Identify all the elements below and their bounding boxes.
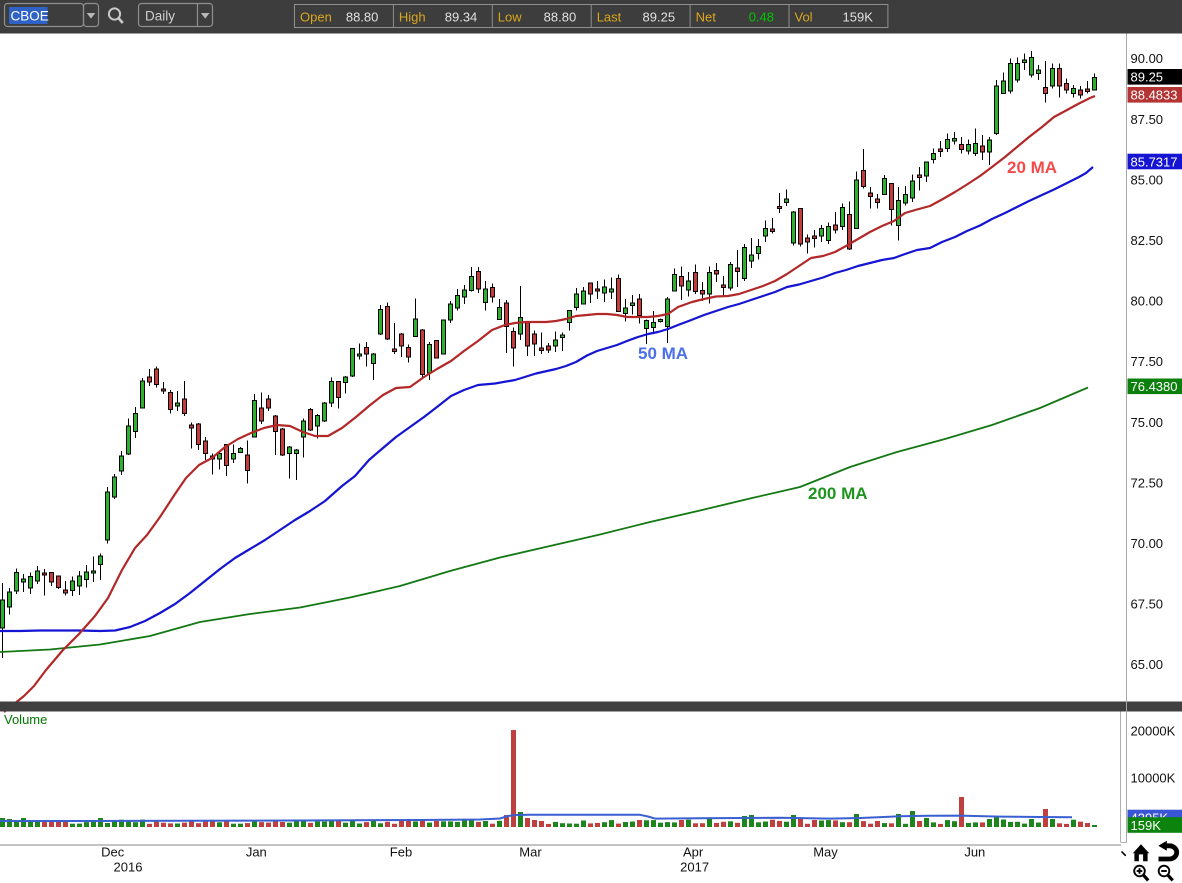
svg-text:89.34: 89.34 — [445, 10, 478, 25]
svg-text:Apr: Apr — [683, 845, 704, 860]
svg-text:65.00: 65.00 — [1131, 657, 1164, 672]
svg-text:Vol: Vol — [795, 10, 813, 25]
svg-text:High: High — [399, 10, 426, 25]
svg-text:89.25: 89.25 — [1131, 70, 1164, 85]
svg-text:20000K: 20000K — [1131, 723, 1176, 738]
svg-text:2016: 2016 — [114, 859, 143, 874]
svg-text:70.00: 70.00 — [1131, 536, 1164, 551]
svg-text:90.00: 90.00 — [1131, 51, 1164, 66]
svg-text:88.80: 88.80 — [544, 10, 577, 25]
svg-text:80.00: 80.00 — [1131, 294, 1164, 309]
svg-text:Net: Net — [696, 10, 717, 25]
svg-text:85.00: 85.00 — [1131, 172, 1164, 187]
svg-text:Open: Open — [300, 10, 332, 25]
svg-text:Volume: Volume — [4, 712, 47, 727]
svg-text:Feb: Feb — [390, 845, 412, 860]
svg-text:10000K: 10000K — [1131, 771, 1176, 786]
svg-text:159K: 159K — [1131, 818, 1162, 833]
svg-text:159K: 159K — [843, 10, 874, 25]
svg-text:May: May — [813, 845, 838, 860]
svg-text:20 MA: 20 MA — [1007, 158, 1057, 177]
svg-text:67.50: 67.50 — [1131, 597, 1164, 612]
svg-text:87.50: 87.50 — [1131, 112, 1164, 127]
svg-text:75.00: 75.00 — [1131, 415, 1164, 430]
svg-text:Dec: Dec — [101, 845, 125, 860]
svg-text:82.50: 82.50 — [1131, 233, 1164, 248]
svg-text:85.7317: 85.7317 — [1131, 154, 1178, 169]
svg-text:Low: Low — [498, 10, 522, 25]
svg-text:Jun: Jun — [964, 845, 985, 860]
svg-text:88.80: 88.80 — [346, 10, 379, 25]
svg-text:50 MA: 50 MA — [638, 344, 688, 363]
svg-text:Daily: Daily — [145, 9, 175, 24]
svg-text:76.4380: 76.4380 — [1131, 379, 1178, 394]
svg-text:88.4833: 88.4833 — [1131, 88, 1178, 103]
svg-text:77.50: 77.50 — [1131, 354, 1164, 369]
svg-text:0.48: 0.48 — [749, 10, 774, 25]
svg-text:89.25: 89.25 — [643, 10, 676, 25]
svg-text:2017: 2017 — [680, 859, 709, 874]
svg-text:Mar: Mar — [519, 845, 542, 860]
svg-text:200 MA: 200 MA — [808, 484, 868, 503]
svg-text:72.50: 72.50 — [1131, 475, 1164, 490]
svg-text:CBOE: CBOE — [11, 9, 49, 24]
svg-text:Last: Last — [597, 10, 622, 25]
svg-text:Jan: Jan — [246, 845, 267, 860]
